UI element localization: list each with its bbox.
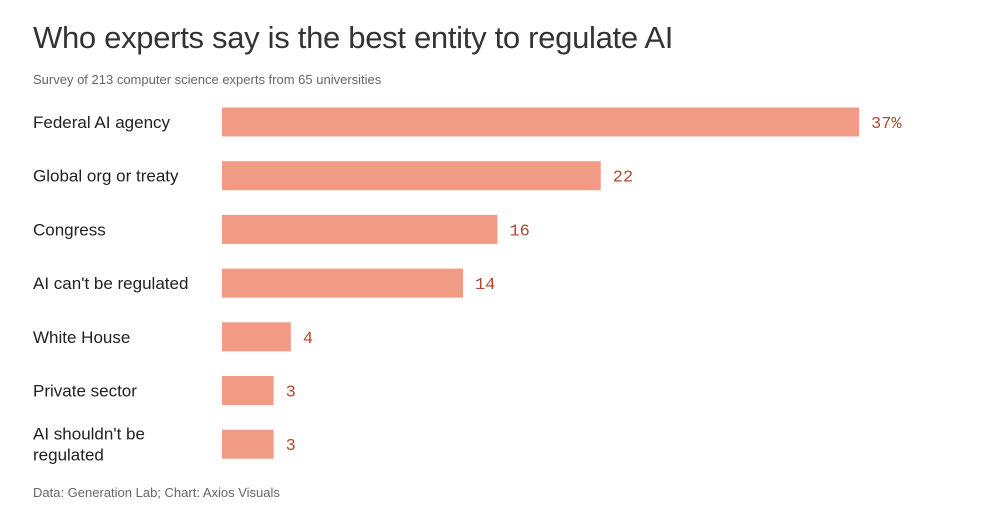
value-label: 22 — [613, 169, 633, 188]
bar — [222, 268, 464, 298]
bar — [222, 376, 274, 405]
category-label: Federal AI agency — [33, 113, 171, 132]
bar — [222, 322, 291, 352]
source-note: Data: Generation Lab; Chart: Axios Visua… — [33, 485, 280, 500]
category-label: Private sector — [33, 382, 137, 401]
bar — [222, 214, 498, 244]
category-label: Congress — [33, 220, 106, 239]
chart-subtitle: Survey of 213 computer science experts f… — [33, 72, 382, 87]
category-label: AI shouldn't be regulated — [33, 425, 145, 465]
bar — [222, 161, 601, 191]
value-label: 3 — [286, 437, 296, 456]
value-label: 4 — [303, 330, 313, 349]
value-label: 3 — [286, 384, 296, 403]
bar — [222, 107, 859, 137]
value-label: 16 — [509, 222, 529, 241]
bar — [222, 429, 274, 459]
chart-title: Who experts say is the best entity to re… — [33, 20, 674, 55]
value-label: 37% — [871, 115, 902, 134]
category-label: White House — [33, 328, 130, 347]
category-label: AI can't be regulated — [33, 274, 188, 293]
category-label: Global org or treaty — [33, 167, 179, 186]
value-label: 14 — [475, 276, 495, 295]
